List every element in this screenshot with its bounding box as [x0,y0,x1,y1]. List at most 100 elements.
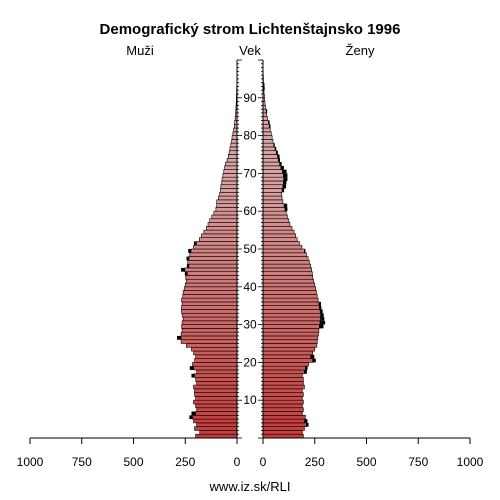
female-bar [262,192,282,197]
male-bar [194,426,238,431]
male-bar [196,380,238,386]
male-bar [185,275,238,280]
male-bar [191,346,238,352]
female-bar [262,343,318,348]
male-axis-label: Muži [126,43,154,58]
male-bar [195,403,238,409]
male-bar [193,365,238,371]
female-bar-excess [319,305,322,310]
male-x-tick-label: 0 [234,455,241,469]
female-bar [262,362,309,367]
female-x-tick-label: 250 [305,455,325,469]
female-bar-excess [320,313,324,318]
female-bar [262,218,290,223]
female-bar [262,127,271,133]
female-bar [262,252,307,257]
female-bar-excess [283,180,287,185]
female-bar [262,142,275,148]
female-bar [262,131,272,136]
male-bar [192,415,238,420]
female-bar [262,203,285,208]
male-bar [213,210,238,216]
female-bar [262,426,305,431]
male-bar [181,320,238,325]
male-bar [193,350,238,356]
female-bar [262,392,304,397]
male-bar [195,377,238,382]
male-bar [187,271,238,276]
age-tick-label: 50 [243,242,257,256]
female-bar [262,199,284,204]
female-bar [262,316,321,322]
male-bar [185,343,238,348]
female-bar [262,229,295,235]
male-bar [183,286,238,291]
female-bar [262,286,317,291]
male-bar [215,207,238,212]
male-bar [184,267,238,272]
female-bar [262,433,304,439]
male-x-tick-label: 250 [175,455,195,469]
female-bar [262,260,310,265]
female-bar [262,161,280,167]
female-bar [262,135,273,140]
female-bar [262,282,316,288]
female-bar [262,214,288,220]
male-bar [193,399,238,405]
age-tick-label: 40 [243,280,257,294]
source-footer: www.iz.sk/RLI [209,479,291,494]
male-bar [185,278,238,284]
female-bars [262,67,326,439]
female-bar [262,297,319,303]
female-bar [262,320,321,325]
male-bar [225,161,238,167]
age-tick-label: 30 [243,318,257,332]
male-bar [231,139,238,144]
female-bar [262,396,303,401]
age-tick-label: 90 [243,91,257,105]
male-bar [201,233,238,238]
male-bar [181,305,238,310]
male-bar [181,309,238,314]
male-bar [228,154,238,159]
male-bar [216,199,238,204]
female-bar [262,222,291,227]
female-bar-excess [282,169,287,174]
age-tick-label: 70 [243,166,257,180]
male-bar [221,176,238,182]
female-bar [262,331,319,337]
female-bar [262,112,268,117]
male-bar [180,335,238,341]
male-bar [181,301,238,307]
female-bar [262,418,305,424]
male-bar [196,407,238,412]
female-bar [262,188,283,193]
male-bar [194,373,238,378]
female-bar [262,226,293,231]
male-bar-excess [191,411,196,416]
male-bar [187,260,238,265]
age-tick-label: 20 [243,355,257,369]
male-bar-excess [181,267,185,272]
female-bar [262,411,303,416]
female-bar [262,403,303,409]
female-bar-excess [304,369,307,374]
female-bar [262,241,300,246]
male-bar [181,297,238,303]
male-bar [193,244,238,250]
female-bar-excess [310,354,315,359]
male-bar [203,229,238,235]
female-x-tick-label: 500 [356,455,376,469]
female-bar [262,377,304,382]
female-bar [262,309,321,314]
male-bar [229,146,238,152]
female-bar [262,207,286,212]
female-bar [262,384,305,390]
male-bar-excess [184,271,188,276]
male-bar [211,214,238,220]
female-bar-excess [279,162,282,166]
female-bar-excess [277,154,280,159]
male-bar [216,203,238,208]
male-bar [232,131,238,136]
female-x-tick-label: 750 [408,455,428,469]
